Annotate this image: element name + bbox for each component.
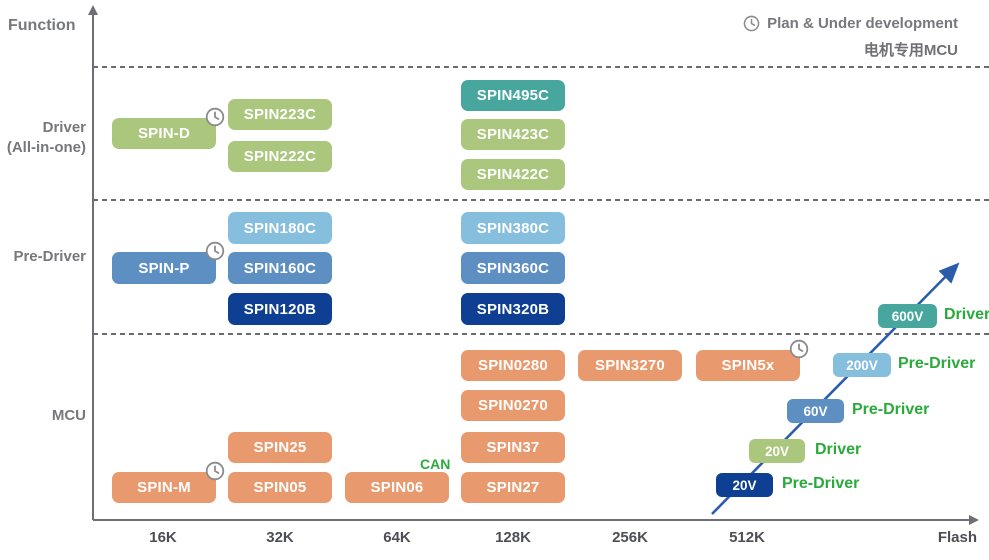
row-label-driver: Driver (All-in-one) <box>7 118 86 158</box>
product-chip-spin05: SPIN05 <box>228 472 332 503</box>
row-label-mcu: MCU <box>51 407 86 424</box>
voltage-badge-600v-driver: 600V <box>878 304 937 328</box>
product-label: SPIN37 <box>486 439 540 456</box>
clock-icon <box>789 339 809 359</box>
chart-subtitle: 电机专用MCU <box>863 42 958 59</box>
voltage-badge-20v-driver: 20V <box>749 439 805 463</box>
product-label: SPIN495C <box>476 87 550 104</box>
product-label: SPIN180C <box>243 219 317 237</box>
product-label: SPIN27 <box>486 479 540 496</box>
clock-icon <box>205 241 225 261</box>
row-label-pre-driver: Pre-Driver <box>13 248 86 265</box>
product-label: SPIN25 <box>253 439 307 456</box>
x-tick-64k: 64K <box>383 529 411 546</box>
product-chip-spin160c: SPIN160C <box>228 252 332 284</box>
product-chip-spin25: SPIN25 <box>228 432 332 463</box>
y-axis-label: Function <box>8 17 76 34</box>
product-label: SPIN422C <box>476 166 550 183</box>
product-label: SPIN223C <box>243 106 317 123</box>
product-label: SPIN3270 <box>595 357 665 374</box>
x-tick-32k: 32K <box>266 529 294 546</box>
product-label: SPIN06 <box>370 479 424 496</box>
row-separator <box>93 66 989 68</box>
product-chip-spin0270: SPIN0270 <box>461 390 565 421</box>
x-tick-256k: 256K <box>612 529 648 546</box>
product-label: SPIN120B <box>243 300 317 318</box>
product-chip-spin380c: SPIN380C <box>461 212 565 244</box>
product-chip-spin180c: SPIN180C <box>228 212 332 244</box>
voltage-category-label: Pre-Driver <box>898 355 976 372</box>
product-label: SPIN0270 <box>478 397 548 414</box>
clock-icon <box>743 15 760 32</box>
row-label-driver-line1: Driver <box>42 119 86 136</box>
product-label: SPIN-M <box>137 479 191 496</box>
product-chip-spin27: SPIN27 <box>461 472 565 503</box>
voltage-category-label: Driver <box>815 441 862 458</box>
row-label-driver-line2: (All-in-one) <box>6 139 86 156</box>
product-label: SPIN-P <box>138 259 190 277</box>
can-annotation: CAN <box>420 456 451 472</box>
clock-icon <box>205 461 225 481</box>
voltage-category-label: Driver <box>944 306 989 323</box>
product-chip-spin-m: SPIN-M <box>112 461 225 503</box>
product-chip-spin320b: SPIN320B <box>461 293 565 325</box>
y-axis-arrowhead <box>88 5 98 15</box>
product-label: SPIN320B <box>476 300 550 318</box>
product-label: SPIN380C <box>476 219 550 237</box>
product-chip-spin3270: SPIN3270 <box>578 350 682 381</box>
row-separator <box>93 199 989 201</box>
product-label: SPIN5x <box>721 357 775 374</box>
x-axis-label: Flash <box>937 529 977 546</box>
product-chip-spin37: SPIN37 <box>461 432 565 463</box>
product-chip-spin0280: SPIN0280 <box>461 350 565 381</box>
legend: Plan & Under development <box>743 15 958 32</box>
product-chip-spin-p: SPIN-P <box>112 241 225 284</box>
voltage-category-label: Pre-Driver <box>782 475 860 492</box>
y-axis-line <box>92 14 94 520</box>
product-chip-spin360c: SPIN360C <box>461 252 565 284</box>
x-axis-arrowhead <box>969 515 979 525</box>
clock-icon <box>205 107 225 127</box>
product-chip-spin223c: SPIN223C <box>228 99 332 130</box>
voltage-badge-20v-pre-driver: 20V <box>716 473 773 497</box>
product-chip-spin-d: SPIN-D <box>112 107 225 149</box>
product-chip-spin120b: SPIN120B <box>228 293 332 325</box>
x-tick-128k: 128K <box>495 529 531 546</box>
voltage-badge-200v-pre-driver: 200V <box>833 353 891 377</box>
product-chip-spin06: SPIN06 <box>345 472 449 503</box>
product-label: SPIN222C <box>243 148 317 165</box>
product-chip-spin495c: SPIN495C <box>461 80 565 111</box>
product-chip-spin222c: SPIN222C <box>228 141 332 172</box>
product-label: SPIN05 <box>253 479 307 496</box>
product-label: SPIN360C <box>476 259 550 277</box>
voltage-badge-60v-pre-driver: 60V <box>787 399 844 423</box>
row-separator <box>93 333 989 335</box>
x-tick-16k: 16K <box>149 529 177 546</box>
product-label: SPIN0280 <box>478 357 548 374</box>
product-chip-spin422c: SPIN422C <box>461 159 565 190</box>
x-tick-512k: 512K <box>729 529 765 546</box>
product-chip-spin423c: SPIN423C <box>461 119 565 150</box>
product-label: SPIN-D <box>137 125 191 142</box>
legend-label: Plan & Under development <box>767 15 958 32</box>
product-chip-spin5x: SPIN5x <box>696 339 809 381</box>
product-label: SPIN160C <box>243 259 317 277</box>
voltage-category-label: Pre-Driver <box>852 401 930 418</box>
x-axis-line <box>93 519 971 521</box>
product-label: SPIN423C <box>476 126 550 143</box>
